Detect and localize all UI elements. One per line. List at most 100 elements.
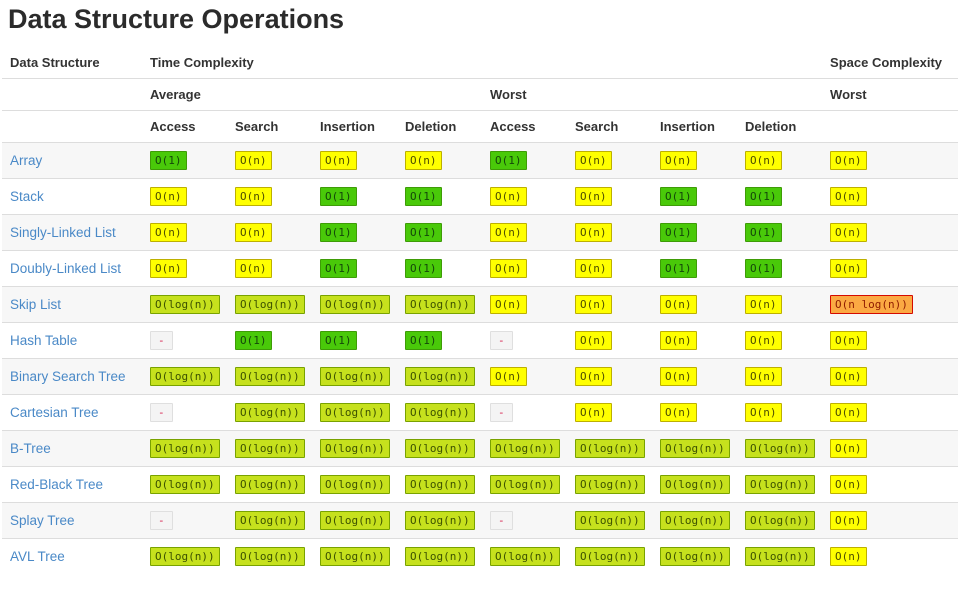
complexity-badge: O(log(n)) bbox=[235, 547, 305, 566]
data-structure-link[interactable]: AVL Tree bbox=[10, 549, 65, 564]
data-structure-link[interactable]: Doubly-Linked List bbox=[10, 261, 122, 276]
complexity-badge: O(log(n)) bbox=[660, 511, 730, 530]
complexity-cell: O(n) bbox=[822, 142, 958, 179]
complexity-badge: O(log(n)) bbox=[745, 439, 815, 458]
complexity-badge: O(n) bbox=[235, 259, 272, 278]
complexity-badge: O(log(n)) bbox=[320, 439, 390, 458]
complexity-badge: - bbox=[150, 511, 173, 530]
complexity-badge: O(log(n)) bbox=[405, 295, 475, 314]
complexity-cell: O(n) bbox=[142, 214, 227, 251]
table-body: Array O(1) O(n) O(n) O(n) O(1) O(n) O(n) O(n) O(n… bbox=[2, 142, 958, 574]
complexity-badge: - bbox=[490, 331, 513, 350]
complexity-badge: O(n) bbox=[490, 367, 527, 386]
complexity-cell: O(n) bbox=[652, 142, 737, 179]
complexity-badge: O(n) bbox=[575, 187, 612, 206]
header-spacer bbox=[822, 110, 958, 143]
complexity-badge: - bbox=[490, 511, 513, 530]
data-structure-cell: Doubly-Linked List bbox=[2, 250, 142, 287]
complexity-cell: O(1) bbox=[397, 214, 482, 251]
complexity-badge: O(log(n)) bbox=[320, 295, 390, 314]
complexity-cell: O(log(n)) bbox=[142, 538, 227, 574]
complexity-cell: O(log(n)) bbox=[397, 466, 482, 503]
data-structure-link[interactable]: B-Tree bbox=[10, 441, 51, 456]
col-header-time-complexity: Time Complexity bbox=[150, 55, 254, 70]
data-structure-link[interactable]: Stack bbox=[10, 189, 44, 204]
complexity-cell: O(log(n)) bbox=[737, 538, 823, 574]
data-structure-cell: Splay Tree bbox=[2, 502, 142, 539]
complexity-badge: O(n) bbox=[830, 187, 867, 206]
complexity-cell: O(n) bbox=[652, 322, 737, 359]
complexity-badge: O(n) bbox=[830, 547, 867, 566]
complexity-badge: O(1) bbox=[405, 331, 442, 350]
complexity-cell: O(n) bbox=[737, 358, 823, 395]
col-header-average: Average bbox=[142, 78, 482, 111]
complexity-cell: O(log(n)) bbox=[142, 430, 227, 467]
complexity-cell: O(n) bbox=[227, 142, 312, 179]
complexity-badge: O(log(n)) bbox=[150, 475, 220, 494]
header-row-groups: Data Structure Time Complexity Space Com… bbox=[2, 47, 958, 79]
data-structure-link[interactable]: Singly-Linked List bbox=[10, 225, 116, 240]
data-structure-cell: B-Tree bbox=[2, 430, 142, 467]
complexity-badge: O(log(n)) bbox=[235, 439, 305, 458]
table-row: Array O(1) O(n) O(n) O(n) O(1) O(n) O(n) O(n) O(n… bbox=[2, 142, 958, 179]
complexity-cell: O(1) bbox=[397, 250, 482, 287]
complexity-cell: O(n) bbox=[312, 142, 397, 179]
complexity-cell: - bbox=[142, 394, 227, 431]
data-structure-link[interactable]: Cartesian Tree bbox=[10, 405, 99, 420]
complexity-cell: O(log(n)) bbox=[142, 358, 227, 395]
complexity-badge: O(log(n)) bbox=[150, 367, 220, 386]
complexity-cell: O(log(n)) bbox=[227, 286, 312, 323]
complexity-badge: O(n) bbox=[320, 151, 357, 170]
data-structure-cell: AVL Tree bbox=[2, 538, 142, 574]
complexity-cell: O(n) bbox=[482, 358, 567, 395]
complexity-cell: O(log(n)) bbox=[142, 466, 227, 503]
complexity-badge: O(n) bbox=[660, 403, 697, 422]
data-structure-link[interactable]: Array bbox=[10, 153, 43, 168]
complexity-badge: O(n) bbox=[575, 259, 612, 278]
header-row-cases: Average Worst Worst bbox=[2, 78, 958, 111]
complexity-badge: O(n) bbox=[235, 151, 272, 170]
complexity-cell: O(1) bbox=[737, 214, 823, 251]
complexity-badge: O(log(n)) bbox=[405, 511, 475, 530]
complexity-cell: O(log(n)) bbox=[312, 538, 397, 574]
complexity-cell: O(n) bbox=[567, 286, 652, 323]
data-structure-link[interactable]: Skip List bbox=[10, 297, 62, 312]
complexity-badge: O(log(n)) bbox=[490, 475, 560, 494]
data-structure-link[interactable]: Binary Search Tree bbox=[10, 369, 126, 384]
complexity-cell: O(1) bbox=[652, 178, 737, 215]
table-row: Singly-Linked List O(n) O(n) O(1) O(1) O(n) O(… bbox=[2, 214, 958, 251]
complexity-badge: O(log(n)) bbox=[235, 511, 305, 530]
data-structure-cell: Binary Search Tree bbox=[2, 358, 142, 395]
complexity-cell: O(1) bbox=[312, 322, 397, 359]
complexity-badge: O(n) bbox=[150, 187, 187, 206]
complexity-cell: O(n) bbox=[227, 178, 312, 215]
col-header-worst: Worst bbox=[482, 78, 823, 111]
complexity-cell: O(n) bbox=[567, 394, 652, 431]
col-header-worst-access: Access bbox=[482, 110, 567, 143]
complexity-badge: O(log(n)) bbox=[320, 511, 390, 530]
complexity-badge: O(n) bbox=[830, 475, 867, 494]
complexity-badge: O(log(n)) bbox=[405, 439, 475, 458]
complexity-badge: O(1) bbox=[745, 259, 782, 278]
complexity-badge: O(n) bbox=[660, 151, 697, 170]
complexity-cell: O(1) bbox=[312, 214, 397, 251]
data-structure-link[interactable]: Red-Black Tree bbox=[10, 477, 104, 492]
complexity-cell: O(n) bbox=[737, 322, 823, 359]
complexity-cell: O(log(n)) bbox=[227, 466, 312, 503]
complexity-badge: O(log(n)) bbox=[660, 547, 730, 566]
complexity-cell: O(1) bbox=[312, 250, 397, 287]
complexity-badge: O(log(n)) bbox=[235, 403, 305, 422]
complexity-badge: O(log(n)) bbox=[745, 475, 815, 494]
complexity-cell: O(log(n)) bbox=[652, 466, 737, 503]
data-structure-link[interactable]: Splay Tree bbox=[10, 513, 75, 528]
complexity-badge: O(n) bbox=[150, 223, 187, 242]
complexity-cell: O(n) bbox=[652, 286, 737, 323]
col-header-worst-deletion: Deletion bbox=[737, 110, 823, 143]
complexity-cell: O(log(n)) bbox=[312, 394, 397, 431]
complexity-badge: O(log(n)) bbox=[150, 295, 220, 314]
complexity-cell: O(1) bbox=[227, 322, 312, 359]
complexity-cell: O(log(n)) bbox=[567, 502, 652, 539]
data-structure-link[interactable]: Hash Table bbox=[10, 333, 78, 348]
complexity-cell: O(n) bbox=[737, 142, 823, 179]
complexity-cell: O(n) bbox=[567, 178, 652, 215]
